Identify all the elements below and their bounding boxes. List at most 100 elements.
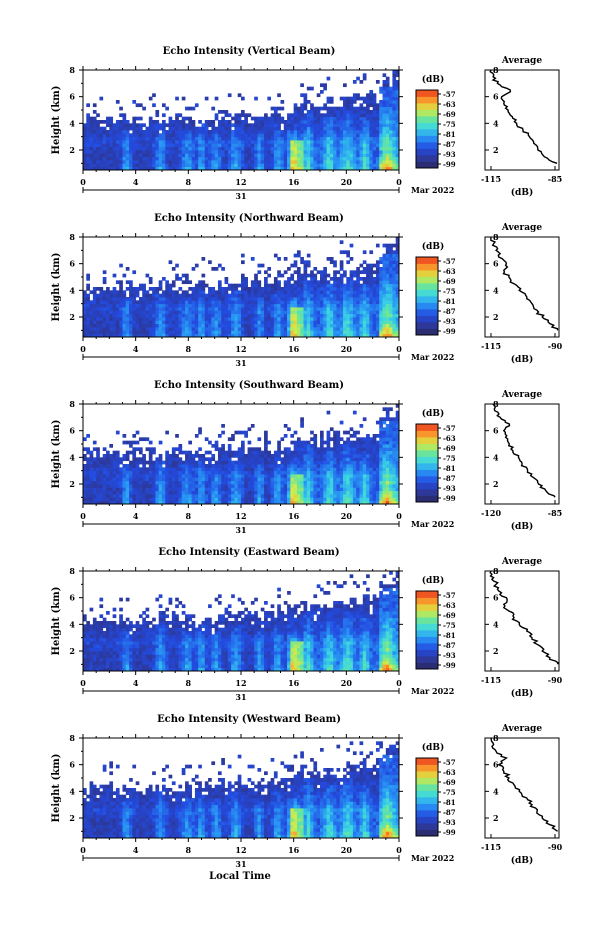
heatmap-cell [149, 324, 153, 328]
heatmap-cell [165, 137, 169, 141]
heatmap-cell [294, 497, 298, 501]
heatmap-cell [274, 110, 278, 114]
heatmap-cell [271, 491, 275, 495]
heatmap-cell [195, 150, 199, 154]
heatmap-cell [327, 324, 331, 328]
heatmap-cell [215, 324, 219, 328]
heatmap-cell [126, 320, 130, 324]
heatmap-cell [310, 324, 314, 328]
heatmap-cell [277, 464, 281, 468]
heatmap-cell [146, 324, 150, 328]
heatmap-cell [327, 274, 331, 278]
heatmap-cell [119, 127, 123, 131]
heatmap-cell [231, 287, 235, 291]
heatmap-cell [86, 130, 90, 134]
heatmap-cell [287, 487, 291, 491]
heatmap-cell [383, 260, 387, 264]
heatmap-cell [350, 327, 354, 331]
heatmap-cell [215, 127, 219, 131]
heatmap-cell [257, 300, 261, 304]
heatmap-cell [119, 467, 123, 471]
heatmap-cell [363, 327, 367, 331]
heatmap-cell [389, 290, 393, 294]
heatmap-cell [392, 264, 396, 268]
heatmap-cell [274, 287, 278, 291]
heatmap-cell [172, 481, 176, 485]
heatmap-cell [218, 160, 222, 164]
heatmap-cell [116, 147, 120, 151]
heatmap-cell [254, 123, 258, 127]
heatmap-cell [376, 137, 380, 141]
heatmap-cell [182, 143, 186, 147]
heatmap-cell [244, 327, 248, 331]
heatmap-cell [257, 461, 261, 465]
heatmap-cell [360, 113, 364, 117]
heatmap-cell [175, 300, 179, 304]
heatmap-cell [304, 153, 308, 157]
heatmap-cell [323, 487, 327, 491]
heatmap-cell [300, 474, 304, 478]
heatmap-cell [109, 153, 113, 157]
heatmap-cell [356, 153, 360, 157]
heatmap-cell [178, 310, 182, 314]
heatmap-cell [215, 491, 219, 495]
heatmap-cell [103, 474, 107, 478]
heatmap-cell [188, 464, 192, 468]
heatmap-cell [376, 117, 380, 121]
heatmap-cell [323, 163, 327, 167]
heatmap-cell [257, 487, 261, 491]
heatmap-cell [99, 467, 103, 471]
heatmap-cell [369, 150, 373, 154]
heatmap-cell [350, 150, 354, 154]
heatmap-cell [205, 140, 209, 144]
heatmap-cell [192, 494, 196, 498]
heatmap-cell [386, 297, 390, 301]
heatmap-cell [109, 147, 113, 151]
heatmap-cell [202, 257, 206, 261]
heatmap-cell [323, 133, 327, 137]
heatmap-cell [360, 327, 364, 331]
heatmap-cell [244, 130, 248, 134]
heatmap-cell [169, 327, 173, 331]
heatmap-cell [132, 487, 136, 491]
heatmap-cell [320, 471, 324, 475]
heatmap-cell [103, 330, 107, 334]
heatmap-cell [248, 147, 252, 151]
heatmap-cell [225, 314, 229, 318]
heatmap-cell [376, 133, 380, 137]
heatmap-cell [192, 310, 196, 314]
heatmap-cell [116, 310, 120, 314]
heatmap-cell [323, 304, 327, 308]
heatmap-cell [202, 471, 206, 475]
heatmap-cell [228, 160, 232, 164]
heatmap-cell [159, 153, 163, 157]
heatmap-cell [356, 304, 360, 308]
heatmap-cell [294, 451, 298, 455]
heatmap-cell [264, 123, 268, 127]
heatmap-cell [225, 491, 229, 495]
heatmap-cell [297, 491, 301, 495]
heatmap-cell [300, 294, 304, 298]
heatmap-cell [392, 310, 396, 314]
heatmap-cell [244, 310, 248, 314]
heatmap-cell [198, 290, 202, 294]
heatmap-cell [350, 324, 354, 328]
heatmap-cell [313, 330, 317, 334]
heatmap-cell [287, 474, 291, 478]
heatmap-cell [350, 103, 354, 107]
heatmap-cell [244, 494, 248, 498]
heatmap-cell [386, 163, 390, 167]
heatmap-cell [373, 143, 377, 147]
heatmap-cell [218, 150, 222, 154]
heatmap-cell [192, 477, 196, 481]
heatmap-cell [175, 320, 179, 324]
heatmap-cell [211, 143, 215, 147]
heatmap-cell [149, 120, 153, 124]
heatmap-cell [192, 297, 196, 301]
heatmap-cell [86, 320, 90, 324]
heatmap-cell [392, 103, 396, 107]
heatmap-cell [320, 464, 324, 468]
heatmap-cell [86, 330, 90, 334]
heatmap-cell [228, 494, 232, 498]
heatmap-cell [149, 117, 153, 121]
